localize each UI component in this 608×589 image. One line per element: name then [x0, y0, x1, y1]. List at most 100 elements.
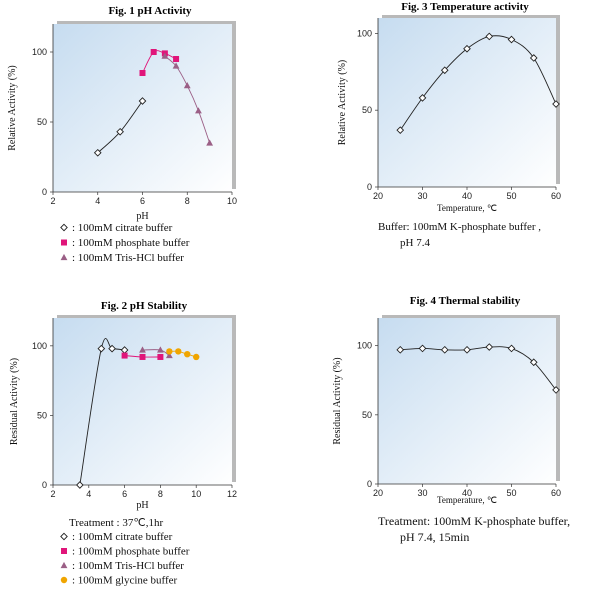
data-point — [507, 344, 516, 353]
plot-area — [378, 18, 556, 187]
data-point — [183, 82, 191, 89]
chart-2: Fig. 2 pH Stability 2 4 6 8 10 12 0 50 100 pH Resid… — [9, 300, 237, 587]
x-axis-label: Temperature, ℃ — [437, 495, 497, 505]
data-point — [93, 148, 102, 157]
x-tick-label: 60 — [551, 488, 561, 498]
chart-note: Buffer: 100mM K-phosphate buffer , — [378, 221, 541, 233]
chart-note: Treatment: 100mM K-phosphate buffer, — [378, 514, 570, 528]
legend-entry: : 100mM Tris-HCl buffer — [72, 560, 184, 572]
series-1 — [93, 97, 147, 157]
data-point — [418, 344, 427, 353]
x-axis-label: Temperature, ℃ — [437, 203, 497, 213]
series-3 — [139, 346, 173, 359]
x-tick-label: 2 — [50, 196, 55, 206]
data-point — [463, 44, 471, 53]
data-point — [418, 94, 427, 102]
x-tick-label: 20 — [373, 488, 383, 498]
y-axis-label: Relative Activity (%) — [337, 60, 348, 146]
y-tick-label: 0 — [367, 182, 372, 192]
legend-marker — [60, 576, 68, 584]
data-point — [116, 127, 124, 136]
plot-area — [53, 318, 232, 485]
legend-marker — [60, 223, 68, 232]
data-point — [121, 352, 128, 359]
y-tick-label: 0 — [42, 480, 47, 490]
x-tick-label: 2 — [50, 489, 55, 499]
series-line — [142, 50, 177, 74]
series-line — [79, 338, 125, 486]
chart-note: pH 7.4, 15min — [400, 530, 469, 544]
chart-note: pH 7.4 — [400, 237, 430, 249]
y-axis-label: Residual Activity (%) — [332, 357, 343, 444]
data-point — [157, 346, 164, 353]
legend-marker — [60, 532, 68, 541]
data-point — [396, 345, 405, 354]
data-point — [184, 350, 191, 358]
legend-entry: : 100mM phosphate buffer — [72, 546, 190, 558]
y-axis-label: Relative Activity (%) — [7, 65, 18, 151]
y-tick-label: 100 — [32, 341, 47, 351]
data-point — [139, 353, 146, 360]
plot-area — [378, 318, 556, 484]
data-point — [157, 353, 164, 360]
data-point — [76, 481, 84, 489]
chart-title: Fig. 1 pH Activity — [108, 5, 192, 17]
legend-entry: : 100mM glycine buffer — [72, 575, 178, 587]
data-point — [193, 353, 200, 361]
series-1 — [76, 338, 129, 489]
chart-title: Fig. 2 pH Stability — [101, 300, 188, 312]
data-point — [206, 139, 214, 146]
series-line — [169, 350, 197, 358]
x-axis-label: pH — [136, 500, 148, 511]
chart-title: Fig. 3 Temperature activity — [401, 1, 529, 13]
chart-4: Fig. 4 Thermal stability 20 30 40 50 60 0 50 100… — [332, 295, 570, 544]
data-point — [172, 62, 180, 69]
data-point — [138, 97, 147, 105]
data-point — [195, 107, 202, 114]
x-tick-label: 50 — [506, 488, 516, 498]
y-tick-label: 50 — [362, 105, 372, 115]
y-tick-label: 0 — [367, 479, 372, 489]
y-tick-label: 50 — [362, 410, 372, 420]
y-tick-label: 100 — [32, 47, 47, 57]
data-point — [529, 358, 538, 367]
series-1 — [396, 32, 560, 134]
x-tick-label: 4 — [95, 196, 100, 206]
x-tick-label: 30 — [417, 191, 427, 201]
data-point — [173, 56, 180, 62]
legend-entry: : 100mM citrate buffer — [72, 222, 173, 234]
legend-entry: : 100mM Tris-HCl buffer — [72, 252, 184, 264]
y-axis-label: Residual Activity (%) — [9, 358, 20, 445]
series-3 — [161, 52, 214, 146]
y-tick-label: 100 — [357, 28, 372, 38]
legend-marker — [60, 253, 68, 261]
x-tick-label: 40 — [462, 488, 472, 498]
chart-3: Fig. 3 Temperature activity 20 30 40 50 60 0 50… — [337, 1, 561, 249]
data-point — [139, 70, 146, 76]
y-tick-label: 100 — [357, 341, 372, 351]
legend-marker — [61, 239, 67, 246]
data-point — [175, 348, 182, 355]
y-tick-label: 50 — [37, 410, 47, 420]
data-point — [139, 346, 146, 353]
x-tick-label: 6 — [140, 196, 145, 206]
legend-marker — [61, 548, 67, 554]
x-tick-label: 6 — [122, 489, 127, 499]
series-4 — [166, 348, 200, 361]
data-point — [396, 126, 405, 134]
x-tick-label: 12 — [227, 489, 237, 499]
plot-area — [53, 24, 232, 192]
x-tick-label: 40 — [462, 191, 472, 201]
x-axis-label: pH — [136, 211, 148, 222]
data-point — [161, 52, 169, 59]
data-point — [485, 343, 494, 351]
data-point — [166, 348, 173, 355]
data-point — [150, 49, 157, 55]
data-point — [529, 54, 538, 62]
x-tick-label: 60 — [551, 191, 561, 201]
data-point — [97, 344, 106, 353]
data-point — [463, 345, 471, 354]
series-2 — [121, 352, 164, 360]
